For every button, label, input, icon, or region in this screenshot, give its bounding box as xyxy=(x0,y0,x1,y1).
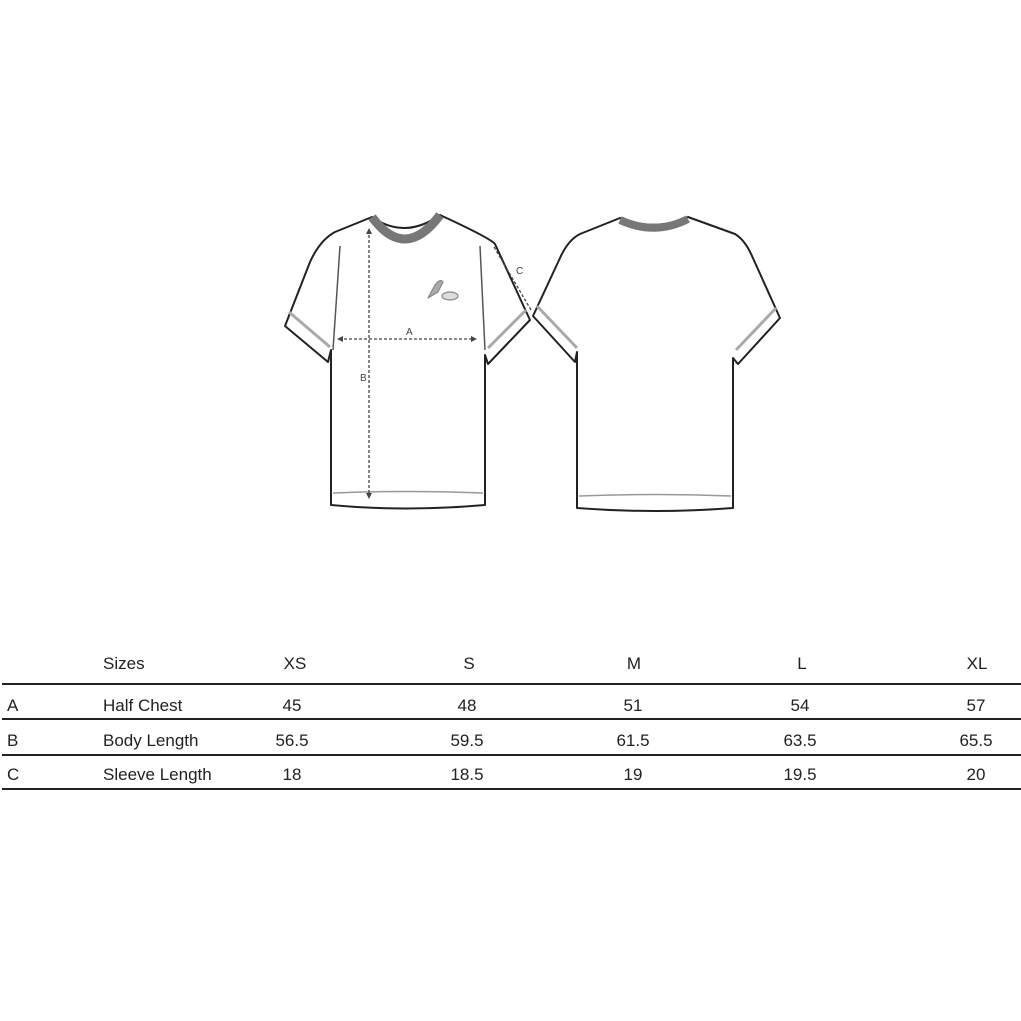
value-cell: 51 xyxy=(623,696,643,715)
value-cell: 45 xyxy=(282,696,302,715)
measure-label-a: A xyxy=(406,327,413,338)
tshirt-front: A B C xyxy=(284,212,532,510)
measure-label-c: C xyxy=(516,266,523,277)
divider xyxy=(2,788,1021,790)
chest-logo xyxy=(427,279,459,301)
value-cell: 63.5 xyxy=(783,731,817,750)
divider xyxy=(2,683,1021,685)
value-cell: 20 xyxy=(966,765,986,784)
tshirt-diagrams: A B C xyxy=(284,212,781,512)
value-cell: 61.5 xyxy=(616,731,650,750)
row-label: Body Length xyxy=(103,731,199,750)
row-key: B xyxy=(7,731,19,750)
size-header-xl: XL xyxy=(966,654,988,673)
value-cell: 65.5 xyxy=(959,731,993,750)
row-key: A xyxy=(7,696,19,715)
measure-label-b: B xyxy=(360,373,367,384)
value-cell: 48 xyxy=(457,696,477,715)
value-cell: 59.5 xyxy=(450,731,484,750)
value-cell: 54 xyxy=(790,696,810,715)
size-header-xs: XS xyxy=(283,654,307,673)
row-label: Sleeve Length xyxy=(103,765,212,784)
value-cell: 18 xyxy=(282,765,302,784)
tshirt-back xyxy=(532,215,781,512)
measure-line-c xyxy=(493,246,532,311)
size-header-l: L xyxy=(797,654,807,673)
row-label: Half Chest xyxy=(103,696,183,715)
divider xyxy=(2,754,1021,756)
divider xyxy=(2,718,1021,720)
size-header-s: S xyxy=(463,654,475,673)
size-header-m: M xyxy=(626,654,642,673)
value-cell: 19 xyxy=(623,765,643,784)
row-key: C xyxy=(7,765,20,784)
value-cell: 56.5 xyxy=(275,731,309,750)
value-cell: 18.5 xyxy=(450,765,484,784)
value-cell: 19.5 xyxy=(783,765,817,784)
sizes-header: Sizes xyxy=(103,654,145,673)
value-cell: 57 xyxy=(966,696,986,715)
